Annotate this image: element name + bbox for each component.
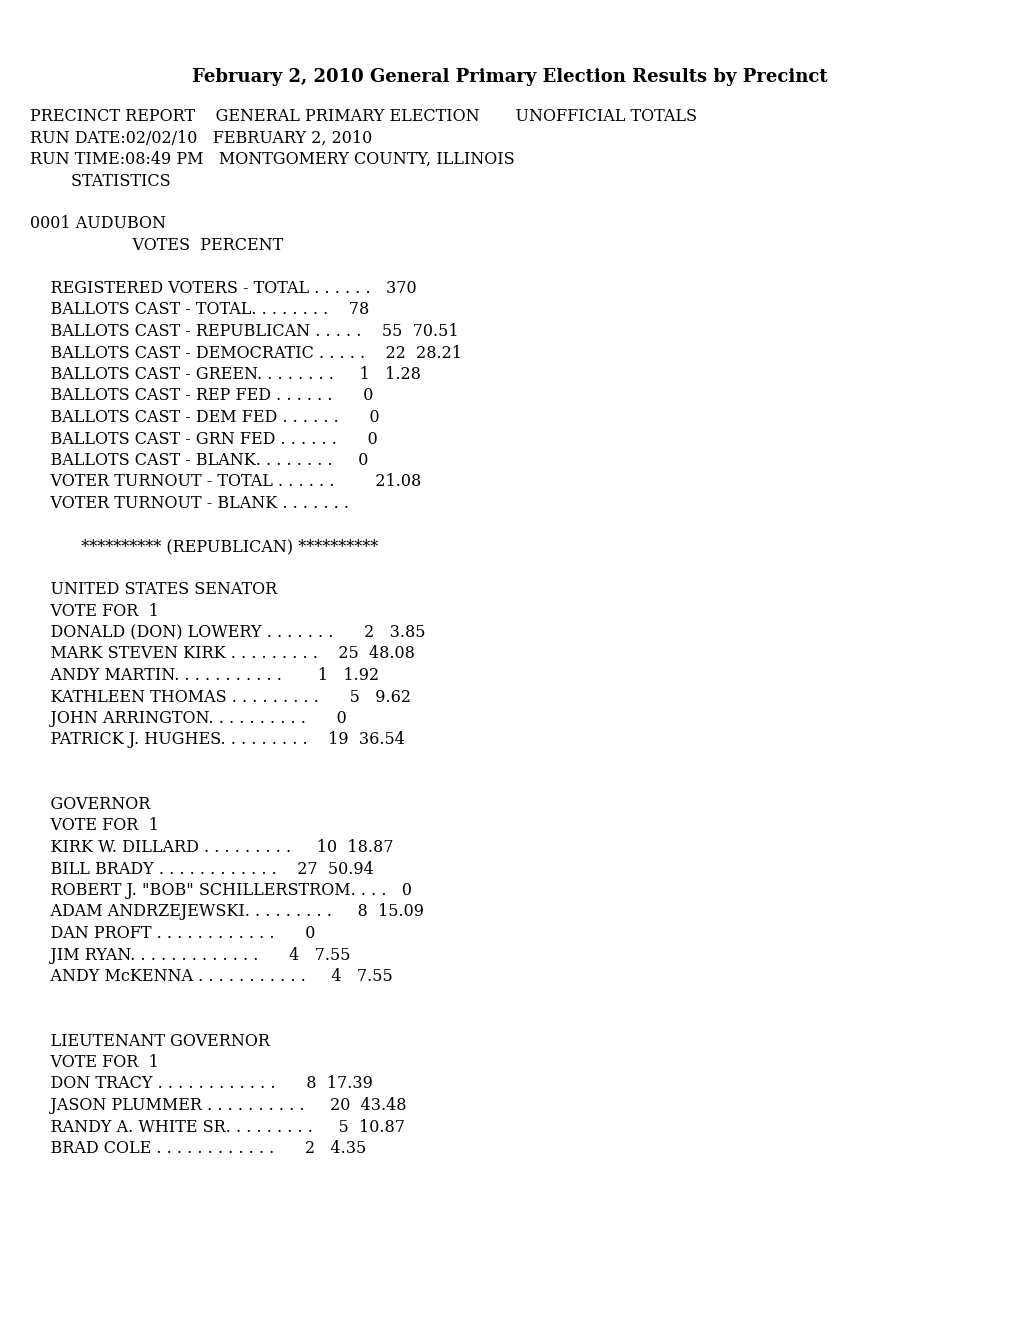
Text: BRAD COLE . . . . . . . . . . . .      2   4.35: BRAD COLE . . . . . . . . . . . . 2 4.35 [30,1140,366,1158]
Text: BALLOTS CAST - GREEN. . . . . . . .     1   1.28: BALLOTS CAST - GREEN. . . . . . . . 1 1.… [30,366,421,383]
Text: BALLOTS CAST - REP FED . . . . . .      0: BALLOTS CAST - REP FED . . . . . . 0 [30,388,373,404]
Text: February 2, 2010 General Primary Election Results by Precinct: February 2, 2010 General Primary Electio… [192,69,827,86]
Text: JASON PLUMMER . . . . . . . . . .     20  43.48: JASON PLUMMER . . . . . . . . . . 20 43.… [30,1097,407,1114]
Text: JIM RYAN. . . . . . . . . . . . .      4   7.55: JIM RYAN. . . . . . . . . . . . . 4 7.55 [30,946,351,964]
Text: DON TRACY . . . . . . . . . . . .      8  17.39: DON TRACY . . . . . . . . . . . . 8 17.3… [30,1076,373,1093]
Text: ********** (REPUBLICAN) **********: ********** (REPUBLICAN) ********** [30,539,378,554]
Text: BALLOTS CAST - TOTAL. . . . . . . .    78: BALLOTS CAST - TOTAL. . . . . . . . 78 [30,301,369,318]
Text: VOTE FOR  1: VOTE FOR 1 [30,817,159,834]
Text: REGISTERED VOTERS - TOTAL . . . . . .   370: REGISTERED VOTERS - TOTAL . . . . . . 37… [30,280,416,297]
Text: ANDY McKENNA . . . . . . . . . . .     4   7.55: ANDY McKENNA . . . . . . . . . . . 4 7.5… [30,968,392,985]
Text: GOVERNOR: GOVERNOR [30,796,150,813]
Text: VOTES  PERCENT: VOTES PERCENT [30,238,283,253]
Text: RUN DATE:02/02/10   FEBRUARY 2, 2010: RUN DATE:02/02/10 FEBRUARY 2, 2010 [30,129,372,147]
Text: BILL BRADY . . . . . . . . . . . .    27  50.94: BILL BRADY . . . . . . . . . . . . 27 50… [30,861,373,878]
Text: VOTER TURNOUT - BLANK . . . . . . .: VOTER TURNOUT - BLANK . . . . . . . [30,495,348,512]
Text: PATRICK J. HUGHES. . . . . . . . .    19  36.54: PATRICK J. HUGHES. . . . . . . . . 19 36… [30,731,405,748]
Text: BALLOTS CAST - REPUBLICAN . . . . .    55  70.51: BALLOTS CAST - REPUBLICAN . . . . . 55 7… [30,323,459,341]
Text: MARK STEVEN KIRK . . . . . . . . .    25  48.08: MARK STEVEN KIRK . . . . . . . . . 25 48… [30,645,415,663]
Text: KATHLEEN THOMAS . . . . . . . . .      5   9.62: KATHLEEN THOMAS . . . . . . . . . 5 9.62 [30,689,411,705]
Text: DONALD (DON) LOWERY . . . . . . .      2   3.85: DONALD (DON) LOWERY . . . . . . . 2 3.85 [30,624,425,642]
Text: BALLOTS CAST - GRN FED . . . . . .      0: BALLOTS CAST - GRN FED . . . . . . 0 [30,430,377,447]
Text: BALLOTS CAST - BLANK. . . . . . . .     0: BALLOTS CAST - BLANK. . . . . . . . 0 [30,451,368,469]
Text: STATISTICS: STATISTICS [30,173,170,190]
Text: BALLOTS CAST - DEM FED . . . . . .      0: BALLOTS CAST - DEM FED . . . . . . 0 [30,409,379,426]
Text: ROBERT J. "BOB" SCHILLERSTROM. . . .   0: ROBERT J. "BOB" SCHILLERSTROM. . . . 0 [30,882,412,899]
Text: VOTE FOR  1: VOTE FOR 1 [30,602,159,619]
Text: ANDY MARTIN. . . . . . . . . . .       1   1.92: ANDY MARTIN. . . . . . . . . . . 1 1.92 [30,667,379,684]
Text: KIRK W. DILLARD . . . . . . . . .     10  18.87: KIRK W. DILLARD . . . . . . . . . 10 18.… [30,840,393,855]
Text: RANDY A. WHITE SR. . . . . . . . .     5  10.87: RANDY A. WHITE SR. . . . . . . . . 5 10.… [30,1118,405,1135]
Text: PRECINCT REPORT    GENERAL PRIMARY ELECTION       UNOFFICIAL TOTALS: PRECINCT REPORT GENERAL PRIMARY ELECTION… [30,108,696,125]
Text: VOTER TURNOUT - TOTAL . . . . . .        21.08: VOTER TURNOUT - TOTAL . . . . . . 21.08 [30,474,421,491]
Text: UNITED STATES SENATOR: UNITED STATES SENATOR [30,581,277,598]
Text: DAN PROFT . . . . . . . . . . . .      0: DAN PROFT . . . . . . . . . . . . 0 [30,925,315,942]
Text: LIEUTENANT GOVERNOR: LIEUTENANT GOVERNOR [30,1032,270,1049]
Text: 0001 AUDUBON: 0001 AUDUBON [30,215,166,232]
Text: BALLOTS CAST - DEMOCRATIC . . . . .    22  28.21: BALLOTS CAST - DEMOCRATIC . . . . . 22 2… [30,345,462,362]
Text: RUN TIME:08:49 PM   MONTGOMERY COUNTY, ILLINOIS: RUN TIME:08:49 PM MONTGOMERY COUNTY, ILL… [30,150,515,168]
Text: VOTE FOR  1: VOTE FOR 1 [30,1053,159,1071]
Text: JOHN ARRINGTON. . . . . . . . . .      0: JOHN ARRINGTON. . . . . . . . . . 0 [30,710,346,727]
Text: ADAM ANDRZEJEWSKI. . . . . . . . .     8  15.09: ADAM ANDRZEJEWSKI. . . . . . . . . 8 15.… [30,903,424,920]
